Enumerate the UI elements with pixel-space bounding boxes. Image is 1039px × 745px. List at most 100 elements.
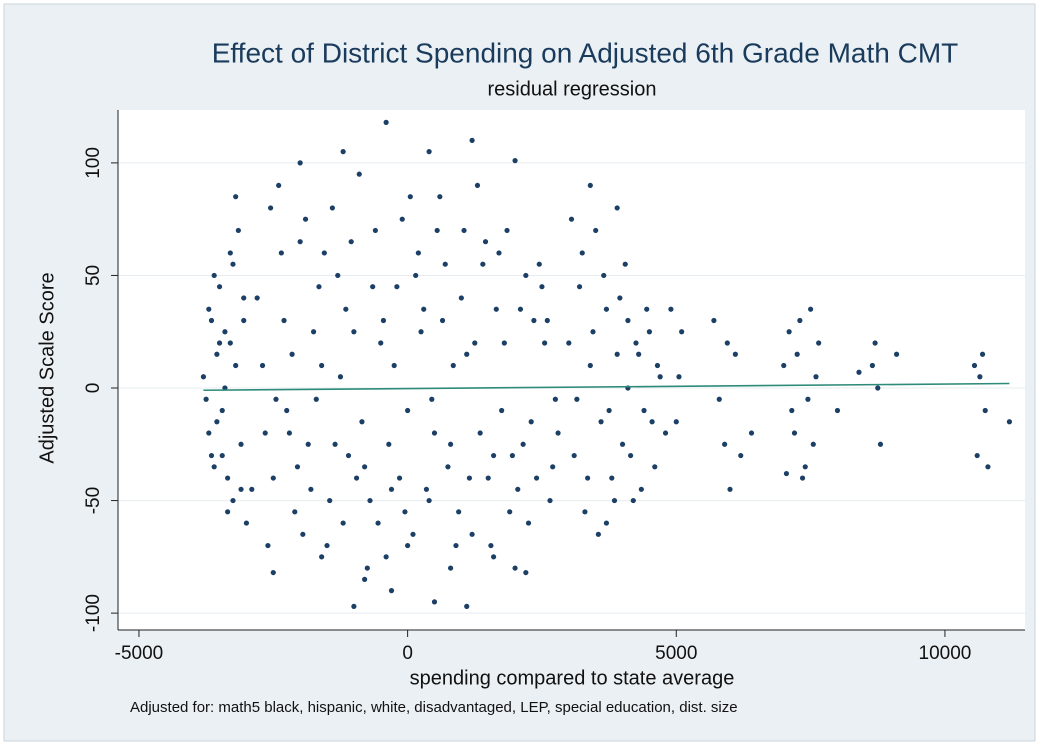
point (810, 441, 816, 447)
point (219, 452, 225, 459)
point (979, 351, 986, 357)
point (259, 362, 266, 369)
point (738, 452, 744, 459)
point (512, 565, 518, 571)
y-tick-label: -100 (83, 594, 104, 632)
point (241, 317, 247, 324)
point (641, 407, 647, 414)
y-tick-label: 0 (83, 383, 104, 394)
point (310, 329, 317, 335)
point (501, 340, 507, 346)
x-tick-label: 10000 (919, 643, 972, 664)
point (834, 407, 841, 414)
point (214, 351, 220, 357)
point (977, 374, 983, 380)
point (351, 603, 357, 609)
x-tick-label: 0 (402, 643, 413, 664)
point (517, 306, 524, 312)
point (490, 452, 497, 459)
point (552, 396, 558, 402)
point (781, 362, 787, 369)
point (603, 520, 610, 526)
point (337, 374, 344, 380)
point (539, 284, 545, 290)
point (206, 306, 212, 312)
point (345, 452, 352, 459)
point (399, 216, 405, 222)
point (893, 351, 900, 357)
point (630, 497, 636, 504)
point (732, 351, 738, 357)
point (305, 441, 311, 447)
point (241, 295, 247, 301)
point (405, 407, 411, 414)
point (657, 374, 663, 380)
point (383, 554, 389, 560)
point (319, 362, 325, 369)
point (614, 351, 620, 357)
point (225, 509, 231, 515)
point (388, 588, 395, 594)
point (208, 452, 215, 459)
point (482, 239, 489, 245)
chart-title: Effect of District Spending on Adjusted … (212, 37, 959, 68)
point (426, 149, 432, 155)
point (302, 216, 309, 222)
point (396, 475, 403, 481)
point (789, 407, 795, 414)
point (418, 329, 424, 335)
point (802, 464, 808, 470)
point (410, 531, 416, 537)
point (574, 396, 580, 402)
point (480, 261, 486, 267)
point (249, 486, 255, 492)
point (590, 329, 596, 335)
point (297, 239, 303, 245)
point (490, 554, 497, 560)
point (644, 306, 650, 312)
point (724, 340, 730, 346)
point (786, 329, 792, 335)
point (512, 158, 518, 164)
point (649, 419, 655, 425)
point (542, 340, 548, 346)
point (499, 407, 505, 414)
fit-line (203, 382, 1010, 392)
point (448, 565, 454, 571)
point (265, 542, 271, 549)
point (208, 317, 215, 324)
point (507, 509, 513, 515)
point (235, 227, 241, 234)
point (294, 464, 301, 470)
point (211, 272, 217, 279)
point (469, 531, 475, 537)
point (636, 351, 642, 357)
point (415, 250, 421, 256)
point (270, 475, 276, 481)
point (319, 554, 325, 560)
point (461, 227, 467, 234)
point (278, 250, 284, 256)
point (625, 317, 631, 324)
point (533, 475, 540, 481)
point (219, 407, 225, 414)
point (203, 396, 209, 402)
point (273, 396, 279, 402)
point (426, 497, 432, 504)
y-tick-label: 50 (83, 265, 104, 286)
point (423, 486, 430, 492)
point (450, 362, 456, 369)
point (434, 227, 440, 234)
point (359, 419, 365, 425)
point (536, 261, 542, 267)
point (617, 295, 623, 301)
point (974, 452, 980, 459)
point (528, 419, 534, 425)
plot-area (118, 110, 1025, 630)
point (485, 475, 491, 481)
chart-subtitle: residual regression (488, 78, 657, 100)
point (609, 475, 615, 481)
point (727, 486, 733, 492)
point (300, 531, 306, 537)
point (576, 284, 583, 290)
